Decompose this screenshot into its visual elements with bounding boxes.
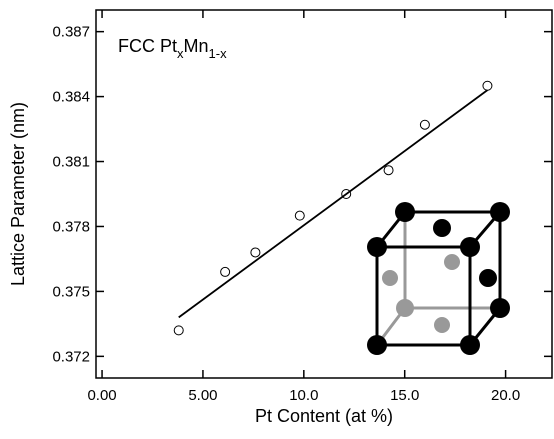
data-point: [383, 165, 394, 176]
annotation-part: FCC Pt: [118, 36, 177, 56]
annotation-part: Mn: [184, 36, 209, 56]
annotation: FCC PtxMn1-x: [118, 36, 227, 61]
fcc-cube: [367, 202, 510, 355]
y-tick-label: 0.378: [52, 218, 90, 235]
y-tick-label: 0.381: [52, 154, 90, 171]
x-tick-label: 10.0: [289, 387, 318, 404]
x-tick-label: 5.00: [188, 387, 217, 404]
data-point: [482, 80, 493, 91]
y-tick-label: 0.375: [52, 283, 90, 300]
x-tick-label: 15.0: [390, 387, 419, 404]
plot-frame: [95, 9, 553, 379]
y-tick-label: 0.387: [52, 24, 90, 41]
x-axis-label: Pt Content (at %): [255, 406, 393, 426]
annotation-sub: x: [177, 46, 184, 61]
y-axis-label: Lattice Parameter (nm): [8, 102, 28, 286]
data-point: [220, 266, 231, 277]
x-tick-label: 20.0: [491, 387, 520, 404]
annotation-sub: 1-x: [209, 46, 228, 61]
y-tick-label: 0.384: [52, 89, 90, 106]
data-point: [173, 325, 184, 336]
data-point: [250, 247, 261, 258]
data-point: [419, 119, 430, 130]
y-tick-label: 0.372: [52, 348, 90, 365]
x-tick-label: 0.00: [87, 387, 116, 404]
fit-line: [178, 89, 488, 319]
data-point: [294, 210, 305, 221]
